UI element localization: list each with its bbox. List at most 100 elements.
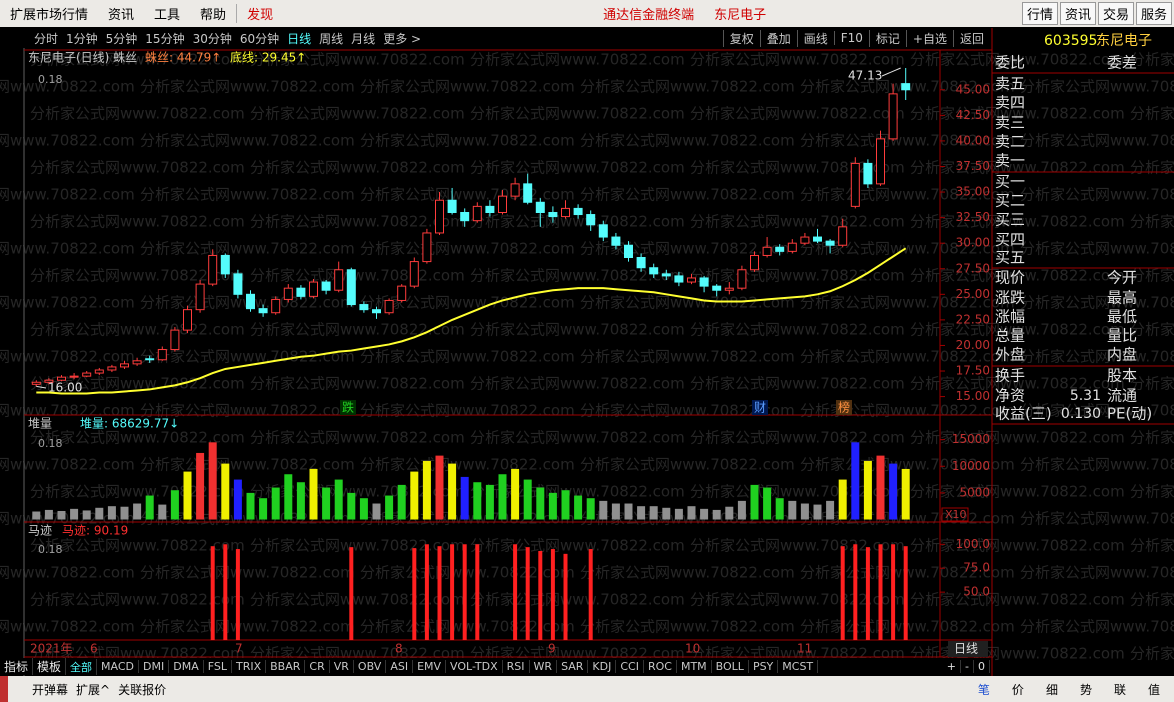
volume-bar xyxy=(851,442,860,520)
indicator-tab[interactable]: CCI xyxy=(616,660,644,673)
candle-body xyxy=(762,246,772,256)
watermark: 分析家公式网www.70822.com xyxy=(910,213,1125,231)
y-tick-label: 15.00 xyxy=(956,389,990,403)
trace-bar xyxy=(563,553,568,640)
menu-button[interactable]: 交易 xyxy=(1097,2,1134,25)
menu-button[interactable]: 资讯 xyxy=(1059,2,1096,25)
volume-bar xyxy=(296,482,305,520)
period-button[interactable]: 1分钟 xyxy=(66,31,98,46)
candle-body xyxy=(838,226,848,246)
indicator-tab[interactable]: ASI xyxy=(386,660,414,673)
detail-tab[interactable]: 联 xyxy=(1113,682,1126,697)
tool-button[interactable]: 标记 xyxy=(868,29,906,47)
indicator-tab[interactable]: OBV xyxy=(354,660,387,673)
indicator-tab[interactable]: CR xyxy=(305,660,330,673)
indicator-tab[interactable]: 模板 xyxy=(33,658,67,675)
watermark: 分析家公式网www.70822.com xyxy=(800,240,1015,258)
zoom-control[interactable]: + xyxy=(943,660,962,673)
volume-bar xyxy=(687,506,696,520)
indicator-tab[interactable]: RSI xyxy=(503,660,530,673)
indicator-tab[interactable]: VOL-TDX xyxy=(446,660,503,673)
scale-note: 0.18 xyxy=(38,543,63,556)
panel-title: 堆量 xyxy=(28,417,52,431)
period-button[interactable]: 月线 xyxy=(351,31,376,46)
watermark: 分析家公式网www.70822.com xyxy=(1130,267,1174,285)
menu-item[interactable]: 帮助 xyxy=(200,8,227,23)
menu-item[interactable]: 资讯 xyxy=(108,8,135,23)
status-button[interactable]: 扩展^ xyxy=(76,682,111,697)
watermark: 分析家公式网www.70822.com xyxy=(580,186,795,204)
volume-bar xyxy=(82,510,91,520)
menu-item[interactable]: 工具 xyxy=(154,8,181,23)
watermark: 分析家公式网www.70822.com xyxy=(30,537,245,555)
indicator-tab[interactable]: MACD xyxy=(97,660,140,673)
watermark: 分析家公式网www.70822.com xyxy=(1020,78,1174,96)
indicator-tab[interactable]: MCST xyxy=(778,660,819,673)
volume-bar xyxy=(170,490,179,520)
menu-discover[interactable]: 发现 xyxy=(236,4,283,23)
indicator-tab[interactable]: SAR xyxy=(557,660,589,673)
indicator-tab[interactable]: EMV xyxy=(413,660,447,673)
tool-button[interactable]: F10 xyxy=(833,31,869,45)
tool-button[interactable]: +自选 xyxy=(905,29,953,47)
detail-tab[interactable]: 值 xyxy=(1147,682,1160,697)
indicator-tab[interactable]: MTM xyxy=(677,660,712,673)
period-button[interactable]: 分时 xyxy=(34,31,59,46)
period-button[interactable]: 更多 > xyxy=(383,31,422,46)
toolbar: 分时 1分钟 5分钟 15分钟 30分钟 60分钟 日线 周线 月线 更多 > 复权 叠加 画线 F10 标… xyxy=(0,28,990,48)
detail-tab[interactable]: 价 xyxy=(1011,682,1024,697)
watermark: 分析家公式网www.70822.com xyxy=(1130,429,1174,447)
volume-bar xyxy=(233,479,242,520)
watermark: 分析家公式网www.70822.com xyxy=(1020,132,1174,150)
menu-button[interactable]: 服务 xyxy=(1135,2,1172,25)
indicator-tab[interactable]: BOLL xyxy=(712,660,749,673)
candle-body xyxy=(850,162,860,207)
indicator-tab[interactable]: VR xyxy=(330,660,354,673)
status-button[interactable]: 开弹幕 xyxy=(32,682,69,697)
indicator-tab[interactable]: BBAR xyxy=(266,660,306,673)
watermark: 分析家公式网www.70822.com xyxy=(30,375,245,393)
tool-button[interactable]: 画线 xyxy=(796,29,834,47)
indicator-tab[interactable]: TRIX xyxy=(232,660,267,673)
zoom-control[interactable]: 0 xyxy=(974,660,990,673)
zoom-control[interactable]: - xyxy=(961,660,974,673)
candle-body xyxy=(346,269,356,306)
status-button[interactable]: 关联报价 xyxy=(118,682,167,697)
watermark: 分析家公式网www.70822.com xyxy=(1130,483,1174,501)
indicator-tabs: 指标 模板 全部 MACD DMI DMA FSL TRIX BBAR CR VR OBV ASI EMV… xyxy=(0,658,990,675)
y-tick-label: 45.00 xyxy=(956,82,990,96)
tool-button[interactable]: 叠加 xyxy=(759,29,797,47)
indicator-tab[interactable]: PSY xyxy=(749,660,779,673)
indicator-tab[interactable]: 全部 xyxy=(66,658,98,675)
period-button[interactable]: 周线 xyxy=(319,31,344,46)
watermark: 分析家公式网www.70822.com xyxy=(910,375,1125,393)
indicator-tab[interactable]: DMI xyxy=(139,660,170,673)
period-button[interactable]: 15分钟 xyxy=(145,31,185,46)
detail-tab[interactable]: 笔 xyxy=(977,682,990,697)
trace-bar xyxy=(878,544,883,640)
ma-line xyxy=(36,247,907,395)
period-button[interactable]: 30分钟 xyxy=(192,31,232,46)
period-button[interactable]: 5分钟 xyxy=(105,31,138,46)
menu-item[interactable]: 扩展市场行情 xyxy=(10,8,89,23)
indicator-tab[interactable]: WR xyxy=(530,660,558,673)
indicator-tab[interactable]: DMA xyxy=(169,660,204,673)
candle-body xyxy=(548,212,558,218)
period-button[interactable]: 日线 xyxy=(287,31,312,46)
indicator-tab[interactable]: 指标 xyxy=(0,658,34,675)
detail-tab[interactable]: 细 xyxy=(1045,682,1058,697)
period-button[interactable]: 60分钟 xyxy=(239,31,280,46)
tool-button[interactable]: 复权 xyxy=(722,29,760,47)
volume-bar xyxy=(334,479,343,520)
tool-button[interactable]: 返回 xyxy=(952,29,990,47)
app-stock-name: 东尼电子 xyxy=(714,8,767,23)
indicator-tab[interactable]: FSL xyxy=(204,660,232,673)
indicator-tab[interactable]: KDJ xyxy=(588,660,617,673)
watermark: 分析家公式网www.70822.com xyxy=(470,375,685,393)
watermark: 分析家公式网www.70822.com xyxy=(250,105,465,123)
watermark: 分析家公式网www.70822.com xyxy=(30,267,245,285)
indicator-tab[interactable]: ROC xyxy=(644,660,677,673)
menu-button[interactable]: 行情 xyxy=(1021,2,1058,25)
detail-tab[interactable]: 势 xyxy=(1079,682,1092,697)
